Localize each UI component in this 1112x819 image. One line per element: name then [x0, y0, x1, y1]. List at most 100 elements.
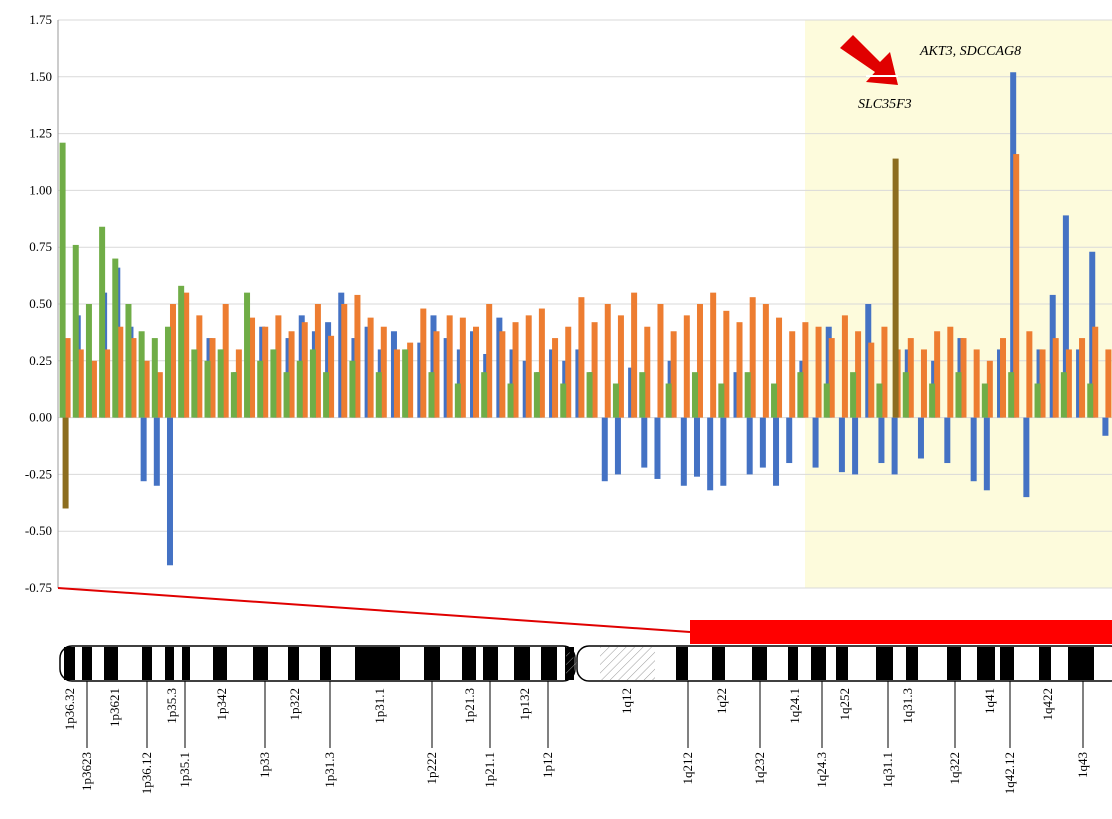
chromosome-band	[213, 647, 227, 680]
bar	[605, 304, 611, 418]
band-label: 1p222	[424, 752, 439, 785]
bar	[323, 372, 329, 417]
bar	[376, 372, 382, 417]
bar	[154, 418, 160, 486]
bar	[842, 315, 848, 417]
chromosome-band	[788, 647, 798, 680]
bar	[892, 418, 898, 475]
bar	[139, 331, 145, 417]
band-label: 1p21.3	[462, 688, 477, 724]
bar	[428, 372, 434, 417]
bar	[852, 418, 858, 475]
bar	[310, 349, 316, 417]
chromosome-band	[752, 647, 767, 680]
bar	[718, 384, 724, 418]
band-label: 1p3623	[79, 752, 94, 791]
annotation: SLC35F3	[858, 97, 912, 112]
band-label: 1p31.1	[372, 688, 387, 724]
band-label: 1q322	[947, 752, 962, 785]
bar	[60, 143, 66, 418]
y-tick-label: 1.25	[29, 126, 52, 141]
band-label: 1q24.3	[814, 752, 829, 788]
bar	[903, 372, 909, 417]
bar	[773, 418, 779, 486]
y-tick-label: 0.00	[29, 410, 52, 425]
band-label: 1q212	[680, 752, 695, 785]
bar	[481, 372, 487, 417]
bar	[349, 361, 355, 418]
bar	[876, 384, 882, 418]
y-tick-label: -0.25	[25, 466, 52, 481]
bar	[737, 322, 743, 417]
bar	[402, 349, 408, 417]
chromosome-band	[424, 647, 440, 680]
bar	[893, 159, 899, 418]
bar	[1105, 349, 1111, 417]
band-label: 1q31.3	[900, 688, 915, 724]
bar	[447, 315, 453, 417]
bar	[165, 327, 171, 418]
band-label: 1p132	[517, 688, 532, 721]
bar	[631, 293, 637, 418]
bar	[534, 372, 540, 417]
chromosome-band	[836, 647, 848, 680]
bar	[944, 418, 950, 463]
bar	[684, 315, 690, 417]
bar	[745, 372, 751, 417]
heterochromatin	[600, 647, 655, 680]
bar	[73, 245, 79, 418]
bar	[499, 331, 505, 417]
bar	[473, 327, 479, 418]
bar	[918, 418, 924, 459]
band-label: 1p3621	[107, 688, 122, 727]
bar	[167, 418, 173, 566]
bar	[587, 372, 593, 417]
bar	[552, 338, 558, 418]
bar	[86, 304, 92, 418]
bar	[982, 384, 988, 418]
chromosome-band	[142, 647, 152, 680]
band-label: 1q232	[752, 752, 767, 785]
bar	[929, 384, 935, 418]
bar	[654, 418, 660, 479]
bar	[341, 304, 347, 418]
y-tick-label: 1.75	[29, 12, 52, 27]
chromosome-band	[82, 647, 92, 680]
chromosome-band	[104, 647, 118, 680]
bar	[692, 372, 698, 417]
chromosome-band	[355, 647, 400, 680]
bar	[508, 384, 514, 418]
bar	[420, 309, 426, 418]
bar	[613, 384, 619, 418]
bar	[974, 349, 980, 417]
chromosome-band	[1000, 647, 1014, 680]
band-label: 1q31.1	[880, 752, 895, 788]
bar	[681, 418, 687, 486]
chromosome-band	[64, 647, 75, 680]
bar	[1008, 372, 1014, 417]
bar	[921, 349, 927, 417]
bar	[694, 418, 700, 477]
bar	[560, 384, 566, 418]
band-label: 1p36.32	[62, 688, 77, 730]
bar	[763, 304, 769, 418]
bar	[1000, 338, 1006, 418]
bar	[878, 418, 884, 463]
bar	[578, 297, 584, 417]
chromosome-band	[811, 647, 826, 680]
bar	[270, 349, 276, 417]
bar	[868, 343, 874, 418]
bar	[394, 349, 400, 417]
bar	[1102, 418, 1108, 436]
y-tick-label: 0.25	[29, 353, 52, 368]
y-tick-label: 0.50	[29, 296, 52, 311]
band-label: 1q42.12	[1002, 752, 1017, 794]
bar	[1061, 372, 1067, 417]
bar	[720, 418, 726, 486]
band-label: 1q24.1	[787, 688, 802, 724]
band-label: 1p322	[287, 688, 302, 721]
chromosome-band	[253, 647, 268, 680]
chart: AKT3, SDCCAG8 SLC35F3 1p36.321p36211p35.…	[0, 0, 1112, 814]
y-tick-label: -0.50	[25, 523, 52, 538]
band-label: 1q22	[714, 688, 729, 714]
